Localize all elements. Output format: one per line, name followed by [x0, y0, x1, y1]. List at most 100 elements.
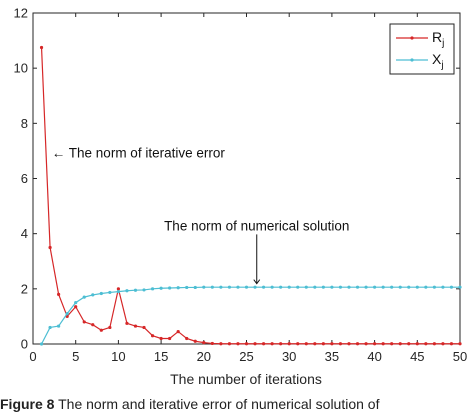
data-point-x-j	[39, 342, 44, 346]
data-point-r-j	[150, 334, 155, 338]
x-tick-label: 50	[453, 349, 467, 364]
data-point-x-j	[270, 285, 274, 289]
data-point-r-j	[133, 324, 138, 328]
legend: Rj Xj	[389, 23, 455, 75]
data-point-x-j	[244, 285, 249, 289]
data-point-r-j	[74, 305, 78, 309]
data-point-x-j	[74, 301, 78, 305]
data-point-r-j	[441, 342, 445, 346]
data-point-r-j	[159, 336, 163, 341]
data-point-r-j	[407, 342, 411, 346]
x-tick-label: 30	[282, 349, 296, 364]
data-point-r-j	[202, 341, 206, 345]
x-tick-label: 10	[111, 349, 125, 364]
data-point-x-j	[65, 312, 69, 316]
data-point-x-j	[432, 285, 436, 289]
data-point-r-j	[236, 342, 240, 346]
x-axis-title: The number of iterations	[170, 371, 322, 387]
data-point-x-j	[321, 285, 325, 289]
data-point-r-j	[304, 342, 308, 346]
data-point-r-j	[176, 329, 180, 334]
data-point-r-j	[57, 292, 61, 296]
data-point-r-j	[449, 342, 454, 346]
annotation-arrowhead	[253, 279, 261, 285]
data-point-r-j	[219, 342, 223, 346]
data-point-r-j	[99, 328, 103, 332]
data-point-x-j	[202, 285, 206, 289]
data-point-r-j	[210, 341, 214, 346]
data-point-r-j	[168, 336, 172, 341]
data-point-r-j	[91, 323, 95, 327]
data-point-x-j	[424, 285, 428, 289]
annotations: ← The norm of iterative error The norm o…	[52, 145, 349, 285]
data-point-r-j	[321, 342, 325, 346]
data-point-x-j	[133, 288, 138, 292]
data-point-r-j	[142, 325, 146, 330]
data-point-r-j	[424, 342, 428, 346]
data-point-x-j	[373, 285, 377, 289]
data-point-r-j	[125, 321, 129, 325]
data-point-x-j	[253, 285, 257, 289]
annotation-iterative-error: ← The norm of iterative error	[52, 145, 226, 160]
data-point-x-j	[304, 285, 308, 289]
figure-caption: Figure 8 The norm and iterative error of…	[0, 396, 474, 415]
x-tick-label: 35	[325, 349, 339, 364]
y-tick-label: 0	[21, 337, 28, 352]
data-point-r-j	[415, 342, 419, 346]
y-tick-label: 2	[21, 281, 28, 296]
data-point-x-j	[99, 291, 103, 296]
data-point-x-j	[313, 285, 317, 289]
data-point-x-j	[355, 285, 360, 289]
data-point-x-j	[142, 288, 146, 292]
data-point-r-j	[279, 342, 283, 346]
data-point-x-j	[390, 285, 394, 289]
data-point-r-j	[347, 342, 351, 346]
data-point-x-j	[347, 285, 351, 289]
series-layer	[39, 45, 462, 346]
data-point-r-j	[244, 342, 249, 346]
data-point-x-j	[236, 285, 240, 289]
data-point-r-j	[108, 325, 112, 330]
caption-label: Figure 8	[0, 396, 55, 412]
data-point-x-j	[116, 289, 120, 294]
x-axis: 0 5 10 15 20 25 30 35 40 45 50	[29, 13, 467, 364]
data-point-x-j	[219, 285, 223, 289]
data-point-x-j	[407, 285, 411, 289]
data-point-x-j	[176, 286, 180, 290]
data-point-x-j	[185, 285, 189, 290]
data-point-x-j	[415, 285, 419, 289]
data-point-x-j	[125, 289, 129, 293]
data-point-x-j	[150, 287, 155, 291]
data-point-r-j	[253, 342, 257, 346]
data-point-r-j	[193, 339, 197, 343]
y-tick-label: 4	[21, 226, 28, 241]
data-point-x-j	[168, 286, 172, 290]
data-point-r-j	[338, 342, 343, 346]
x-tick-label: 20	[197, 349, 211, 364]
data-point-r-j	[458, 342, 462, 346]
plot-area	[32, 12, 461, 345]
data-point-r-j	[364, 342, 368, 346]
data-point-x-j	[210, 285, 214, 289]
data-point-x-j	[364, 285, 368, 289]
data-point-r-j	[287, 342, 291, 346]
data-point-r-j	[185, 336, 189, 341]
y-tick-label: 12	[14, 6, 28, 21]
data-point-x-j	[193, 285, 197, 290]
y-tick-label: 6	[21, 171, 28, 186]
data-point-x-j	[279, 285, 283, 289]
data-point-r-j	[270, 342, 274, 346]
x-tick-label: 15	[154, 349, 168, 364]
data-point-r-j	[82, 320, 86, 324]
data-point-x-j	[227, 285, 232, 289]
data-point-x-j	[108, 290, 112, 295]
data-point-r-j	[39, 45, 44, 50]
data-point-x-j	[82, 295, 86, 299]
data-point-r-j	[116, 287, 120, 291]
annotation-numerical-solution: The norm of numerical solution	[164, 218, 349, 233]
data-point-r-j	[330, 342, 334, 346]
data-point-r-j	[432, 342, 436, 346]
legend-marker-x	[410, 58, 414, 62]
data-point-r-j	[48, 245, 52, 250]
